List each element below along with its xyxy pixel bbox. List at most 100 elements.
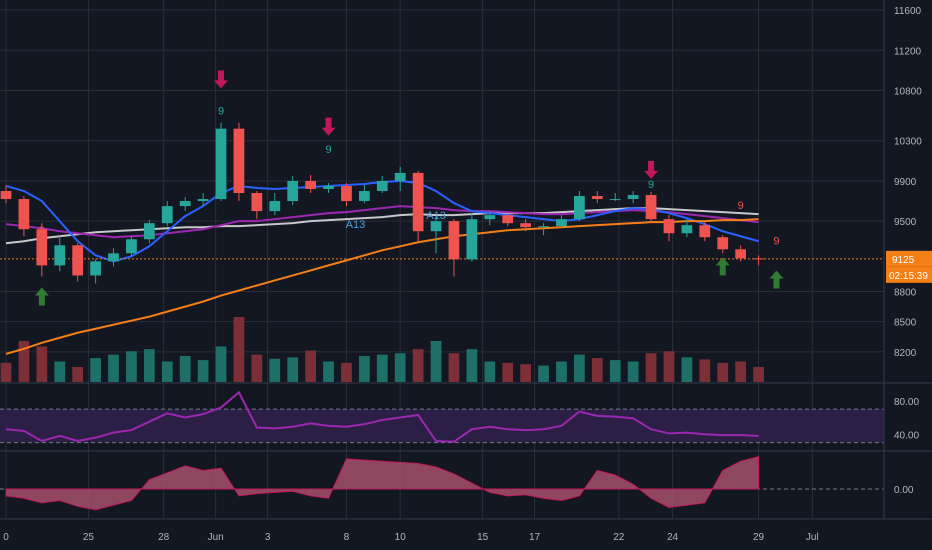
candle-body (287, 180, 299, 202)
candle-body (574, 196, 585, 220)
candle-body (735, 249, 747, 259)
candle-body (699, 225, 711, 238)
volume-bar (538, 365, 549, 382)
volume-bar (305, 350, 316, 382)
candle-body (251, 193, 263, 212)
volume-bar (394, 353, 406, 382)
volume-bar (484, 361, 496, 382)
sequence-label: 9 (39, 225, 45, 237)
volume-bar (179, 356, 191, 382)
sequence-label: 9 (738, 200, 744, 212)
volume-bar (108, 354, 119, 382)
volume-bar (627, 361, 639, 382)
candle-body (18, 199, 30, 230)
candle-body (717, 237, 729, 250)
x-tick-label: 28 (158, 532, 170, 543)
volume-bar (251, 354, 263, 382)
oscillator-pane (0, 455, 884, 511)
volume-bar (520, 364, 532, 382)
sequence-label: 9 (325, 144, 331, 156)
volume-bar (448, 353, 460, 382)
arrow-down-icon (644, 160, 659, 179)
candle-body (466, 219, 478, 260)
volume-bar (645, 353, 657, 382)
volume-bar (54, 361, 66, 382)
candle-body (376, 180, 388, 191)
volume-bar (609, 360, 621, 382)
volume-bar (36, 346, 48, 382)
candle-body (645, 195, 657, 220)
price-tick-label: 11600 (894, 6, 922, 17)
candle-body (90, 261, 101, 276)
rsi-band-fill (0, 409, 884, 443)
sequence-label: 9 (773, 235, 779, 247)
volume-bar (323, 361, 334, 382)
price-tick-label: 8500 (894, 318, 917, 329)
candle-body (627, 195, 639, 200)
candle-body (197, 199, 209, 202)
price-tick-label: 9900 (894, 177, 917, 188)
volume-bar (90, 358, 101, 382)
price-tick-label: 10800 (894, 86, 922, 97)
candle-body (430, 221, 442, 232)
rsi-tick-label: 80.00 (894, 397, 919, 408)
candle-body (502, 215, 514, 224)
volume-bar (126, 351, 137, 382)
volume-bar (287, 357, 299, 382)
volume-bar (591, 358, 603, 382)
price-tick-label: 8200 (894, 348, 917, 359)
x-tick-label: 25 (83, 532, 95, 543)
volume-bar (269, 358, 281, 382)
volume-bar (735, 361, 747, 382)
candlesticks (0, 122, 764, 284)
volume-bar (699, 359, 711, 382)
price-tick-label: 11200 (894, 46, 922, 57)
candle-body (72, 245, 84, 276)
candle-body (0, 191, 12, 200)
candle-body (412, 172, 424, 232)
volume-bar (412, 349, 424, 382)
candle-body (538, 226, 549, 228)
sequence-label: A13 (426, 210, 446, 222)
candle-body (591, 196, 603, 200)
candle-body (341, 185, 352, 202)
candle-body (179, 201, 191, 207)
x-tick-label: 17 (529, 532, 541, 543)
volume-bar (717, 362, 729, 382)
countdown-tag (886, 266, 932, 283)
grid-lines (0, 0, 884, 519)
arrow-down-icon (214, 70, 229, 89)
candle-body (233, 128, 245, 194)
candle-body (484, 215, 496, 220)
candle-body (556, 219, 567, 227)
x-tick-label: 22 (613, 532, 625, 543)
volume-bar (556, 361, 567, 382)
volume-bar (18, 340, 30, 382)
candle-body (663, 219, 675, 234)
candle-body (753, 258, 764, 260)
x-tick-label: Jun (208, 532, 224, 543)
price-tick-label: 10300 (894, 137, 922, 148)
volume-bar (215, 346, 227, 382)
candle-body (448, 221, 460, 260)
x-tick-label: 15 (477, 532, 489, 543)
volume-bar (663, 351, 675, 382)
last-price-label: 9125 (892, 255, 915, 266)
candle-body (323, 185, 334, 189)
sequence-label: 9 (218, 106, 224, 118)
countdown-label: 02:15:39 (889, 271, 928, 282)
candle-body (609, 199, 621, 201)
last-price-tag (886, 250, 932, 267)
sequence-label: A13 (346, 219, 366, 231)
x-tick-label: 3 (265, 532, 271, 543)
candle-body (215, 128, 227, 200)
x-tick-label: 10 (395, 532, 407, 543)
volume-bar (161, 361, 173, 382)
moving-average-line (5, 207, 759, 245)
candle-body (681, 225, 693, 234)
candle-body (305, 180, 316, 189)
x-tick-label: 8 (344, 532, 350, 543)
moving-averages (0, 179, 884, 355)
arrow-up-icon (34, 287, 49, 306)
